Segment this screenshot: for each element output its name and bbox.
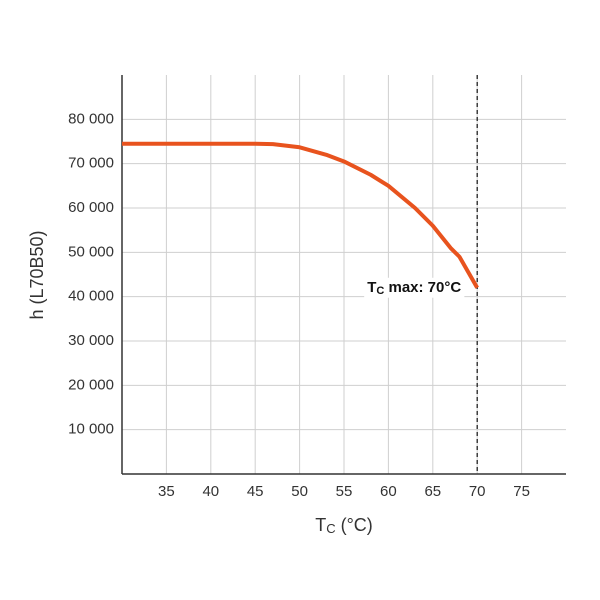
annotation-rest: max: 70°C	[384, 279, 461, 296]
x-tick-label: 40	[202, 483, 219, 500]
y-tick-label: 80 000	[68, 110, 114, 127]
y-tick-label: 30 000	[68, 332, 114, 349]
x-tick-label: 50	[291, 483, 308, 500]
x-label-main: T	[315, 515, 326, 535]
y-tick-label: 70 000	[68, 155, 114, 172]
annotation-text: TC max: 70°C	[367, 279, 461, 297]
x-label-sub: C	[326, 521, 335, 536]
y-tick-label: 40 000	[68, 288, 114, 305]
x-label-rest: (°C)	[336, 515, 373, 535]
data-line	[122, 141, 479, 289]
y-tick-label: 20 000	[68, 376, 114, 393]
x-tick-label: 45	[247, 483, 264, 500]
x-tick-label: 65	[424, 483, 441, 500]
x-tick-label: 55	[336, 483, 353, 500]
y-tick-label: 60 000	[68, 199, 114, 216]
annotation-sub: C	[376, 285, 384, 297]
y-tick-label: 50 000	[68, 243, 114, 260]
y-axis-label: h (L70B50)	[27, 230, 47, 319]
y-tick-label: 10 000	[68, 421, 114, 438]
x-axis-label: TC (°C)	[315, 515, 373, 537]
x-tick-label: 60	[380, 483, 397, 500]
x-tick-label: 75	[513, 483, 530, 500]
annotation: TC max: 70°C	[364, 277, 465, 298]
annotation-bg	[364, 277, 465, 298]
x-tick-label: 70	[469, 483, 486, 500]
x-tick-label: 35	[158, 483, 175, 500]
annotation-main: T	[367, 279, 376, 296]
